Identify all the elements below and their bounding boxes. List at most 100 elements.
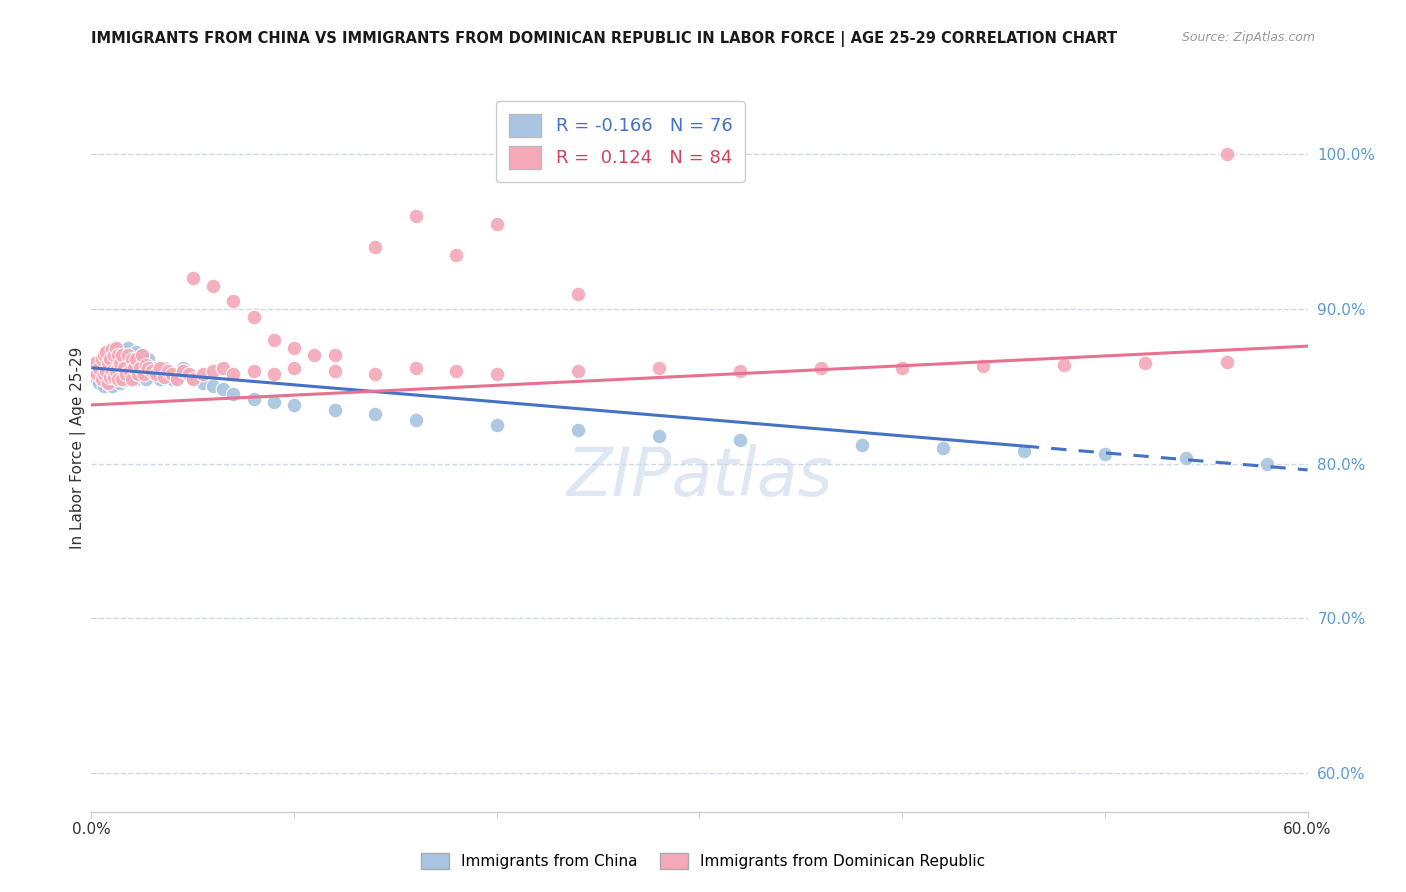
Point [851,438,873,452]
Point [84,367,107,381]
Point [177,367,200,381]
Point [104,364,127,378]
Point [82,360,104,375]
Point [149,360,172,375]
Point [567,286,589,301]
Point [86,371,108,385]
Point [107,348,129,362]
Point [112,360,135,375]
Point [104,364,127,378]
Point [115,367,138,381]
Point [172,360,194,375]
Point [97,356,120,370]
Point [98,351,121,366]
Y-axis label: In Labor Force | Age 25-29: In Labor Force | Age 25-29 [70,347,86,549]
Point [112,373,135,387]
Point [93,379,115,393]
Point [125,345,148,359]
Point [132,367,155,381]
Point [153,360,176,375]
Point [108,376,131,391]
Point [136,360,159,375]
Point [127,356,149,370]
Point [283,360,305,375]
Point [162,367,184,381]
Point [166,367,188,381]
Point [103,370,125,384]
Point [157,367,180,381]
Point [153,370,176,384]
Point [166,371,188,385]
Point [728,364,751,378]
Point [323,364,346,378]
Point [94,364,117,378]
Point [162,371,184,385]
Point [94,367,117,381]
Point [141,364,163,378]
Point [111,371,134,385]
Point [90,371,112,385]
Point [108,356,131,370]
Point [405,413,427,427]
Point [364,367,387,381]
Point [90,351,112,366]
Point [1215,354,1237,368]
Point [931,442,953,456]
Point [98,351,121,366]
Legend: R = -0.166   N = 76, R =  0.124   N = 84: R = -0.166 N = 76, R = 0.124 N = 84 [496,101,745,182]
Point [82,364,104,378]
Point [1012,444,1035,458]
Point [567,364,589,378]
Point [1053,358,1076,372]
Point [121,348,143,362]
Point [181,371,204,385]
Point [84,356,107,370]
Point [108,356,131,370]
Point [100,343,122,357]
Point [129,360,152,375]
Point [100,345,122,359]
Point [405,209,427,223]
Point [172,364,194,378]
Point [127,367,149,381]
Point [145,367,167,381]
Point [131,348,153,362]
Point [304,348,326,362]
Point [212,383,235,397]
Point [100,364,122,378]
Point [117,341,139,355]
Point [141,360,163,375]
Point [98,370,121,384]
Point [567,423,589,437]
Point [263,394,285,409]
Point [135,371,157,385]
Point [98,370,121,384]
Point [131,348,153,362]
Point [202,364,225,378]
Point [177,367,200,381]
Point [121,371,143,385]
Point [86,356,108,370]
Point [283,341,305,355]
Point [181,371,204,385]
Point [222,294,245,309]
Point [103,348,125,362]
Point [485,217,508,231]
Point [94,348,117,362]
Point [323,402,346,417]
Point [405,360,427,375]
Point [93,348,115,362]
Point [242,310,264,324]
Point [121,351,143,366]
Point [107,370,129,384]
Point [118,356,141,370]
Point [115,360,138,375]
Point [100,379,122,393]
Point [263,333,285,347]
Point [122,360,145,375]
Point [107,371,129,385]
Point [444,364,467,378]
Point [125,351,148,366]
Point [117,348,139,362]
Point [485,417,508,432]
